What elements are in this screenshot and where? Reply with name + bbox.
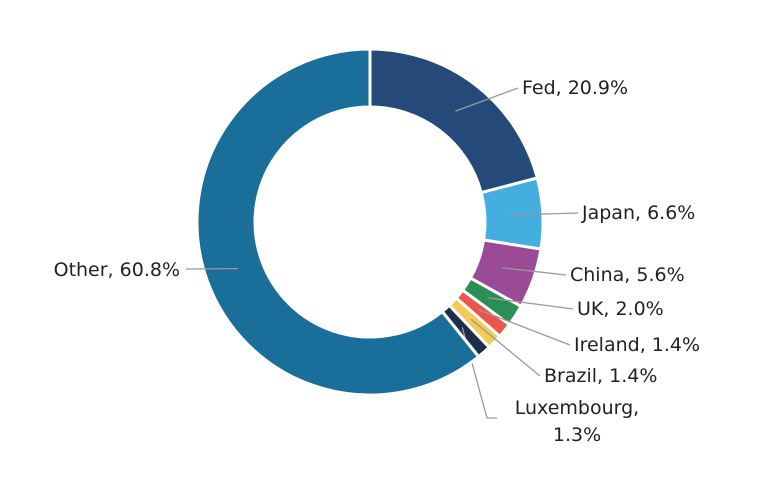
leader-line bbox=[487, 297, 574, 310]
leader-line bbox=[509, 212, 579, 216]
leader-line bbox=[478, 309, 571, 346]
leader-line bbox=[455, 87, 519, 112]
slice-label: Other, 60.8% bbox=[53, 259, 180, 281]
slice-label: Luxembourg, 1.3% bbox=[514, 397, 640, 446]
slice-label: Ireland, 1.4% bbox=[574, 334, 701, 356]
leader-line bbox=[470, 318, 541, 377]
slice bbox=[195, 47, 481, 397]
slice-label: Fed, 20.9% bbox=[522, 77, 629, 99]
slice-label: UK, 2.0% bbox=[577, 298, 664, 320]
slice bbox=[368, 47, 540, 195]
slice-label: Brazil, 1.4% bbox=[544, 365, 658, 387]
slice-label: China, 5.6% bbox=[570, 264, 685, 286]
slice-label: Japan, 6.6% bbox=[582, 202, 696, 224]
leader-line bbox=[502, 267, 567, 276]
